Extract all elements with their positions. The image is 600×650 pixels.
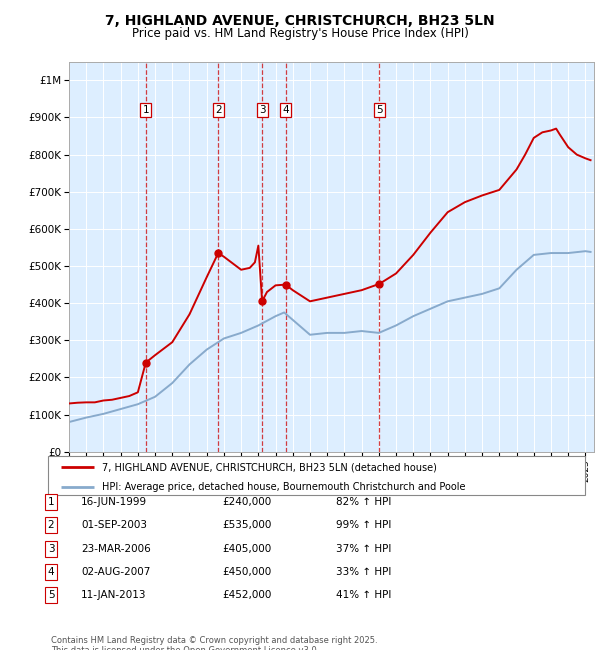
Text: £450,000: £450,000 <box>222 567 271 577</box>
Text: 99% ↑ HPI: 99% ↑ HPI <box>336 520 391 530</box>
Text: 7, HIGHLAND AVENUE, CHRISTCHURCH, BH23 5LN: 7, HIGHLAND AVENUE, CHRISTCHURCH, BH23 5… <box>105 14 495 29</box>
Text: Contains HM Land Registry data © Crown copyright and database right 2025.
This d: Contains HM Land Registry data © Crown c… <box>51 636 377 650</box>
Text: £240,000: £240,000 <box>222 497 271 507</box>
Text: HPI: Average price, detached house, Bournemouth Christchurch and Poole: HPI: Average price, detached house, Bour… <box>102 482 465 491</box>
FancyBboxPatch shape <box>48 456 585 495</box>
Text: 1: 1 <box>47 497 55 507</box>
Text: £535,000: £535,000 <box>222 520 271 530</box>
Text: 4: 4 <box>47 567 55 577</box>
Text: 02-AUG-2007: 02-AUG-2007 <box>81 567 151 577</box>
Text: 5: 5 <box>376 105 383 115</box>
Text: 37% ↑ HPI: 37% ↑ HPI <box>336 543 391 554</box>
Text: 2: 2 <box>47 520 55 530</box>
Text: £405,000: £405,000 <box>222 543 271 554</box>
Text: £452,000: £452,000 <box>222 590 271 601</box>
Text: Price paid vs. HM Land Registry's House Price Index (HPI): Price paid vs. HM Land Registry's House … <box>131 27 469 40</box>
Text: 11-JAN-2013: 11-JAN-2013 <box>81 590 146 601</box>
Text: 1: 1 <box>142 105 149 115</box>
Text: 3: 3 <box>47 543 55 554</box>
Text: 2: 2 <box>215 105 221 115</box>
Text: 5: 5 <box>47 590 55 601</box>
Text: 01-SEP-2003: 01-SEP-2003 <box>81 520 147 530</box>
Text: 4: 4 <box>282 105 289 115</box>
Text: 33% ↑ HPI: 33% ↑ HPI <box>336 567 391 577</box>
Text: 82% ↑ HPI: 82% ↑ HPI <box>336 497 391 507</box>
Text: 3: 3 <box>259 105 265 115</box>
Text: 7, HIGHLAND AVENUE, CHRISTCHURCH, BH23 5LN (detached house): 7, HIGHLAND AVENUE, CHRISTCHURCH, BH23 5… <box>102 462 437 472</box>
Text: 41% ↑ HPI: 41% ↑ HPI <box>336 590 391 601</box>
Text: 23-MAR-2006: 23-MAR-2006 <box>81 543 151 554</box>
Text: 16-JUN-1999: 16-JUN-1999 <box>81 497 147 507</box>
